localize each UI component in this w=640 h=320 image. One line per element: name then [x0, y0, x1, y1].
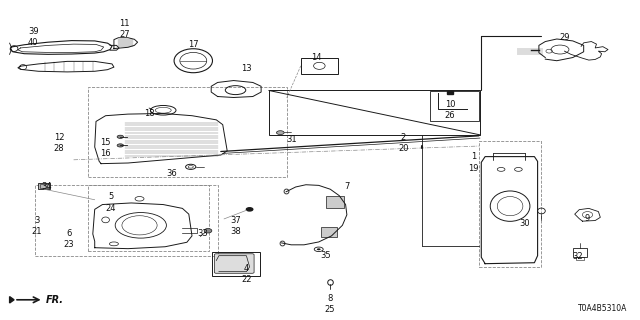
Ellipse shape	[117, 135, 124, 138]
Ellipse shape	[317, 248, 321, 250]
Bar	[447, 91, 453, 94]
Ellipse shape	[246, 208, 253, 211]
Text: 14: 14	[312, 53, 322, 62]
Text: T0A4B5310A: T0A4B5310A	[578, 304, 627, 313]
Text: 36: 36	[166, 169, 177, 178]
Text: 29: 29	[559, 33, 570, 42]
Text: 8
25: 8 25	[324, 294, 335, 314]
Text: 39
40: 39 40	[28, 27, 38, 47]
Bar	[40, 184, 49, 188]
Bar	[38, 183, 50, 189]
Bar	[35, 185, 218, 256]
Text: 18: 18	[144, 109, 154, 118]
Bar	[301, 58, 338, 74]
Text: 11
27: 11 27	[120, 19, 130, 39]
Text: 33: 33	[198, 229, 208, 238]
Text: 3
21: 3 21	[32, 216, 42, 236]
Text: 12
28: 12 28	[54, 133, 64, 153]
Text: 10
26: 10 26	[445, 100, 455, 120]
Text: 30: 30	[520, 219, 530, 228]
Bar	[326, 196, 344, 208]
Ellipse shape	[204, 228, 212, 233]
Text: 6
23: 6 23	[64, 228, 74, 249]
Text: 7: 7	[344, 182, 349, 191]
Bar	[269, 90, 480, 135]
Bar	[576, 257, 584, 260]
Text: 17: 17	[188, 40, 198, 49]
Bar	[321, 227, 337, 237]
Text: 32: 32	[573, 252, 583, 261]
Bar	[88, 185, 209, 251]
Bar	[479, 141, 541, 267]
Text: FR.: FR.	[46, 295, 64, 305]
Text: 9: 9	[585, 214, 590, 223]
Text: 35: 35	[320, 251, 330, 260]
Text: 5
24: 5 24	[106, 192, 116, 212]
Bar	[573, 248, 587, 257]
Ellipse shape	[117, 144, 124, 147]
Text: 34: 34	[42, 182, 52, 191]
Ellipse shape	[276, 131, 284, 134]
Text: 16: 16	[100, 148, 111, 158]
Bar	[212, 252, 260, 276]
Text: 1
19: 1 19	[468, 152, 479, 172]
Text: 31: 31	[286, 135, 296, 144]
Bar	[430, 91, 479, 122]
Text: 37
38: 37 38	[230, 216, 241, 236]
FancyBboxPatch shape	[214, 254, 254, 273]
Text: 15: 15	[100, 138, 111, 147]
Bar	[88, 87, 287, 177]
Text: 13: 13	[241, 64, 252, 73]
Polygon shape	[10, 297, 14, 303]
Text: 2
20: 2 20	[398, 133, 408, 153]
Text: 4
22: 4 22	[241, 264, 252, 284]
